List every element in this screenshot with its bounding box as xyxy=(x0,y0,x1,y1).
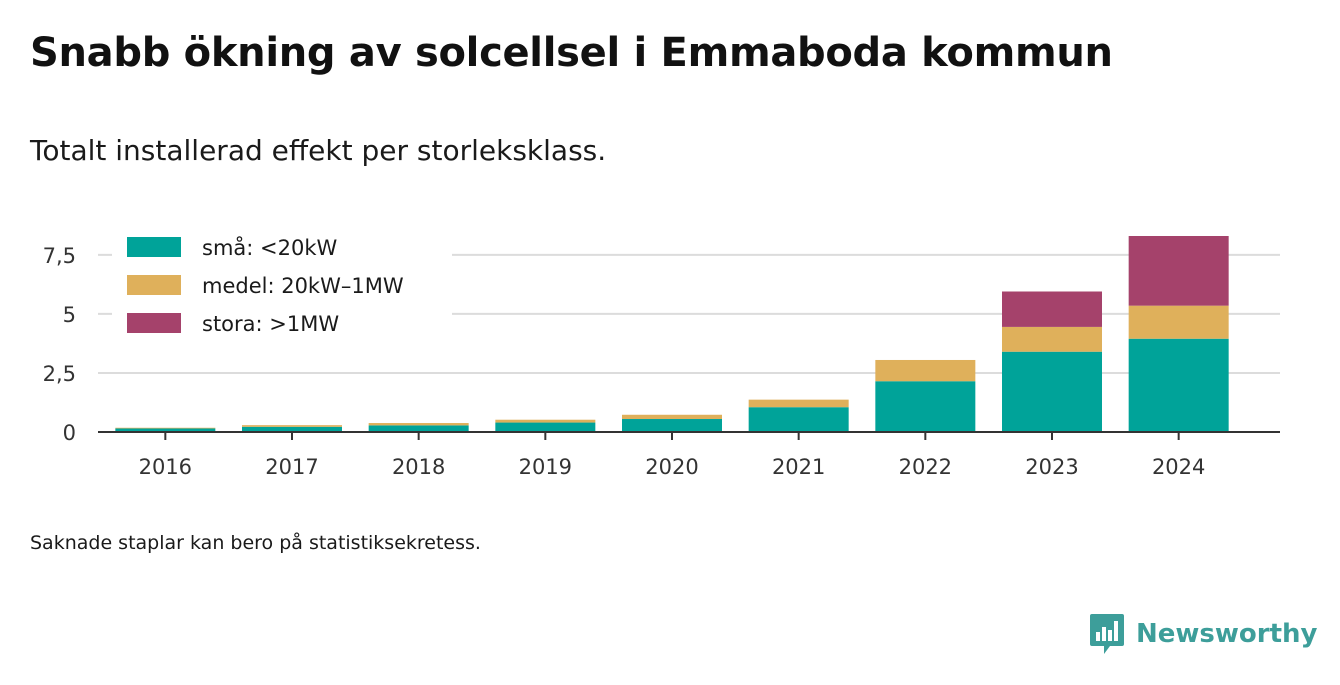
x-tick-label: 2022 xyxy=(899,455,952,479)
brand-name: Newsworthy xyxy=(1136,619,1318,649)
newsworthy-logo: Newsworthy xyxy=(1088,612,1317,656)
x-tick-label: 2018 xyxy=(392,455,445,479)
chart-subtitle: Totalt installerad effekt per storlekskl… xyxy=(30,134,607,167)
bar-segment xyxy=(242,426,342,432)
bar-segment xyxy=(495,419,596,423)
bar-segment xyxy=(115,427,216,429)
y-tick-label: 5 xyxy=(63,303,76,327)
x-tick-label: 2023 xyxy=(1025,455,1078,479)
y-tick-label: 0 xyxy=(63,421,76,445)
bar-segment xyxy=(495,422,596,432)
bar-segment xyxy=(368,425,469,432)
x-tick-label: 2016 xyxy=(139,455,192,479)
legend-swatch xyxy=(127,275,181,295)
y-tick-label: 7,5 xyxy=(43,244,76,268)
bar-segment xyxy=(622,414,722,420)
bar-segment xyxy=(1002,351,1102,432)
legend-swatch xyxy=(127,237,181,257)
bar-segment xyxy=(1002,326,1102,352)
bar-segment xyxy=(748,399,849,408)
bar-segment xyxy=(242,425,342,427)
bar-segment xyxy=(1128,305,1229,339)
legend-label: små: <20kW xyxy=(202,235,337,260)
legend-label: stora: >1MW xyxy=(202,312,339,336)
stacked-bar-chart: 0 2,5 5 7,5 2016 2017 2018 2019 2020 2021 2022 2023… xyxy=(42,235,1280,479)
bar-segment xyxy=(115,428,216,432)
bar-segment xyxy=(1002,291,1102,327)
x-tick-label: 2017 xyxy=(265,455,318,479)
x-tick-label: 2024 xyxy=(1152,455,1205,479)
bar-segment xyxy=(622,419,722,432)
legend-label: medel: 20kW–1MW xyxy=(202,274,404,298)
y-tick-label: 2,5 xyxy=(43,362,76,386)
legend-swatch xyxy=(127,313,181,333)
bar-segment xyxy=(1128,338,1229,432)
bar-segment xyxy=(748,407,849,432)
bar-segment xyxy=(875,359,976,382)
footnote: Saknade staplar kan bero på statistiksek… xyxy=(30,532,481,554)
bar-chart-speech-bubble-icon xyxy=(1090,614,1124,654)
x-tick-label: 2020 xyxy=(645,455,698,479)
bar-segment xyxy=(875,381,976,432)
x-tick-label: 2019 xyxy=(519,455,572,479)
bar-segment xyxy=(368,423,469,426)
bar-segment xyxy=(1128,236,1229,306)
chart-title: Snabb ökning av solcellsel i Emmaboda ko… xyxy=(30,30,1113,76)
x-tick-label: 2021 xyxy=(772,455,825,479)
